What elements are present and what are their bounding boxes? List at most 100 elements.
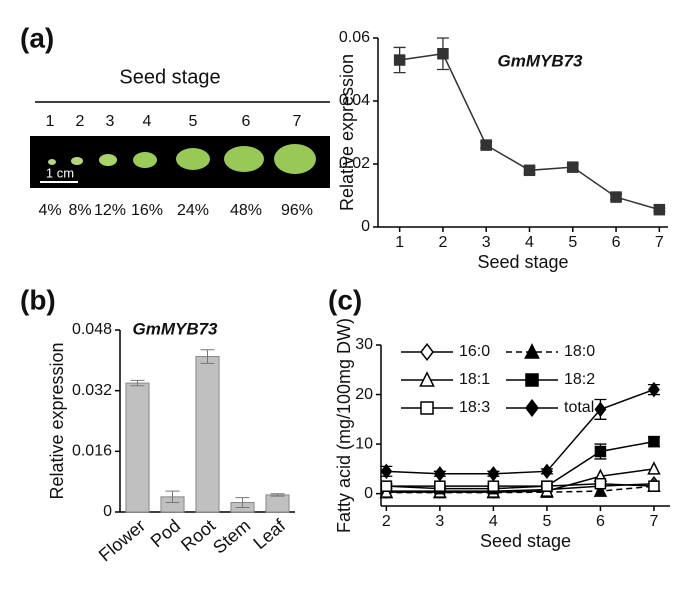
chart-title: GmMYB73 <box>497 51 583 70</box>
marker <box>540 463 553 480</box>
marker <box>647 381 660 398</box>
percent-label: 8% <box>68 202 91 219</box>
legend-label: 18:3 <box>459 399 490 416</box>
marker <box>433 466 446 482</box>
marker <box>419 371 435 387</box>
marker <box>420 401 434 415</box>
marker <box>594 401 607 418</box>
x-tick-label: Pod <box>147 515 184 551</box>
marker <box>647 461 661 475</box>
series-line <box>399 52 660 211</box>
series-line <box>386 388 655 475</box>
x-tick-label: 4 <box>525 234 534 251</box>
x-tick-label: 7 <box>649 513 658 530</box>
y-tick-label: 0.02 <box>339 155 370 172</box>
legend-label: 18:2 <box>564 371 595 388</box>
stage-label: 7 <box>293 113 302 130</box>
marker <box>525 373 539 387</box>
percent-label: 4% <box>38 202 61 219</box>
y-tick-label: 0.04 <box>339 92 370 109</box>
marker <box>525 398 539 418</box>
stage-label: 2 <box>76 113 85 130</box>
marker <box>437 48 449 60</box>
stage-label: 6 <box>242 113 251 130</box>
y-tick-label: 0 <box>364 485 373 502</box>
panel-label: (b) <box>20 284 56 315</box>
stage-label: 4 <box>143 113 152 130</box>
percent-label: 96% <box>281 202 313 219</box>
error-bar <box>200 349 215 364</box>
marker <box>524 343 540 359</box>
y-axis-label: Fatty acid (mg/100mg DW) <box>334 318 354 533</box>
y-tick-label: 0.032 <box>72 382 112 399</box>
stage-label: 1 <box>46 113 55 130</box>
x-tick-label: 4 <box>489 513 498 530</box>
percent-label: 48% <box>230 202 262 219</box>
x-axis-label: Seed stage <box>477 252 568 272</box>
error-bar <box>165 490 180 504</box>
x-tick-label: 2 <box>382 513 391 530</box>
x-tick-label: 6 <box>612 234 621 251</box>
marker <box>567 161 579 173</box>
marker <box>648 480 660 492</box>
marker <box>594 477 607 490</box>
marker <box>393 54 406 66</box>
marker <box>541 480 553 492</box>
x-axis-label: Seed stage <box>480 531 571 551</box>
seed <box>48 159 56 165</box>
scale-label: 1 cm <box>46 165 74 180</box>
marker <box>653 203 666 216</box>
photo-title: Seed stage <box>119 66 220 88</box>
x-tick-label: Stem <box>209 515 254 557</box>
y-tick-label: 0.06 <box>339 29 370 46</box>
percent-label: 16% <box>131 202 163 219</box>
seed <box>176 148 210 170</box>
series-line <box>386 440 655 490</box>
y-tick-label: 10 <box>355 435 373 452</box>
x-tick-label: 2 <box>438 234 447 251</box>
marker <box>594 445 607 458</box>
error-bar <box>235 497 250 508</box>
series-line <box>386 482 654 487</box>
x-tick-label: 3 <box>435 513 444 530</box>
bar <box>195 356 220 513</box>
stage-label: 3 <box>106 113 115 130</box>
error-bar <box>130 379 145 387</box>
y-tick-label: 0.048 <box>72 321 112 338</box>
series-line <box>386 468 655 493</box>
marker <box>487 480 500 492</box>
y-axis-label: Relative expression <box>337 54 357 211</box>
marker <box>648 435 660 448</box>
series-line <box>386 482 654 492</box>
legend-label: 18:0 <box>564 343 595 360</box>
seed <box>71 157 83 165</box>
x-tick-label: 1 <box>395 234 404 251</box>
seed <box>224 146 264 172</box>
panel-label: (c) <box>328 284 362 315</box>
x-tick-label: Root <box>177 515 219 555</box>
y-tick-label: 0 <box>103 503 112 520</box>
y-tick-label: 20 <box>355 386 373 403</box>
seed <box>274 144 316 174</box>
bar <box>125 382 150 513</box>
legend-label: total <box>564 399 594 416</box>
percent-label: 24% <box>177 202 209 219</box>
y-tick-label: 0.016 <box>72 443 112 460</box>
x-tick-label: Flower <box>95 515 149 565</box>
marker <box>380 480 393 492</box>
marker <box>434 480 446 492</box>
marker <box>593 483 608 497</box>
seed <box>99 154 117 166</box>
percent-label: 12% <box>94 202 126 219</box>
marker <box>523 164 536 177</box>
x-tick-label: 5 <box>568 234 577 251</box>
x-tick-label: 5 <box>542 513 551 530</box>
marker <box>610 191 622 203</box>
marker <box>487 466 500 482</box>
x-tick-label: 3 <box>482 234 491 251</box>
y-axis-label: Relative expression <box>47 342 67 499</box>
stage-label: 5 <box>189 113 198 130</box>
legend-label: 18:1 <box>459 371 490 388</box>
